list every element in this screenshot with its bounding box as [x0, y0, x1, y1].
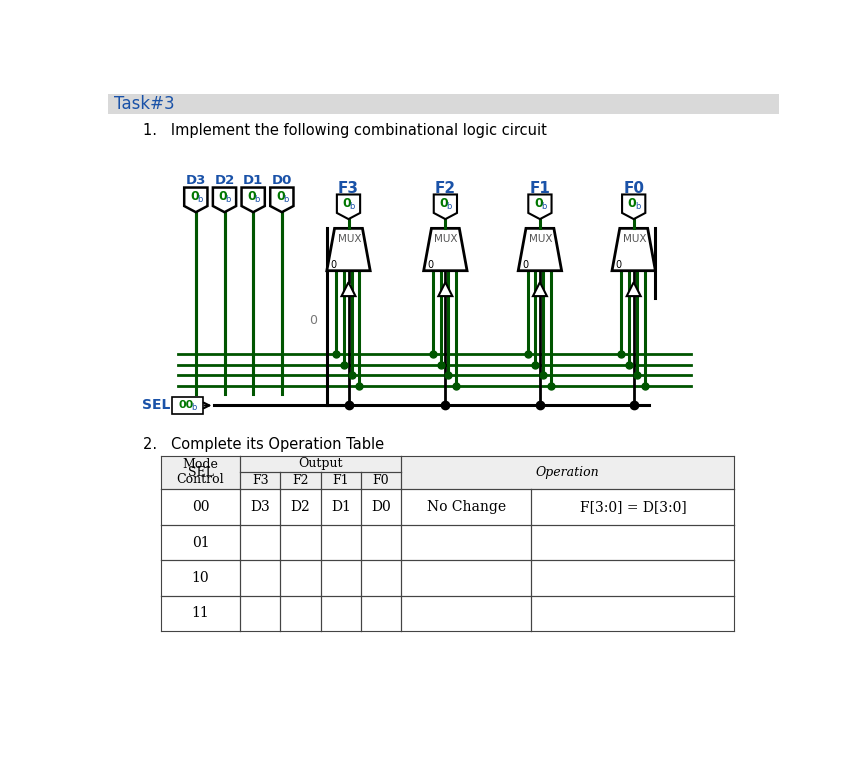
Text: MUX: MUX	[435, 234, 458, 244]
Text: 00: 00	[191, 500, 210, 514]
Text: Output: Output	[299, 457, 343, 470]
Bar	[240, 456, 401, 473]
Polygon shape	[326, 229, 370, 271]
Text: No Change: No Change	[427, 500, 506, 514]
Text: 0: 0	[331, 260, 337, 270]
Text: 00: 00	[178, 400, 193, 410]
Text: 1.   Implement the following combinational logic circuit: 1. Implement the following combinational…	[143, 123, 547, 138]
Text: SEL: SEL	[142, 399, 171, 413]
Text: 0: 0	[428, 260, 434, 270]
Text: F1: F1	[333, 474, 349, 488]
Text: D0: D0	[372, 500, 391, 514]
Text: 01: 01	[191, 536, 210, 549]
Text: 0: 0	[248, 190, 256, 204]
Text: D2: D2	[291, 500, 310, 514]
Polygon shape	[533, 282, 547, 296]
Polygon shape	[337, 194, 360, 219]
Polygon shape	[627, 282, 641, 296]
Text: b: b	[350, 201, 355, 211]
Text: 0: 0	[522, 260, 528, 270]
Text: F1: F1	[529, 181, 551, 196]
Text: 0: 0	[534, 197, 543, 211]
Text: 0: 0	[190, 190, 198, 204]
Polygon shape	[622, 194, 645, 219]
Polygon shape	[213, 187, 236, 212]
Text: F3: F3	[252, 474, 268, 488]
Text: MUX: MUX	[529, 234, 553, 244]
Polygon shape	[528, 194, 552, 219]
Text: D1: D1	[331, 500, 351, 514]
Polygon shape	[438, 282, 452, 296]
Text: F3: F3	[338, 181, 359, 196]
Bar	[281, 473, 320, 489]
Bar	[108, 94, 779, 114]
Text: b: b	[283, 194, 288, 204]
Text: 2.   Complete its Operation Table: 2. Complete its Operation Table	[143, 438, 385, 452]
Text: F0: F0	[372, 474, 390, 488]
Text: F2: F2	[435, 181, 456, 196]
Polygon shape	[242, 187, 265, 212]
Polygon shape	[270, 187, 294, 212]
Text: D3: D3	[250, 500, 270, 514]
Text: b: b	[635, 201, 640, 211]
Text: Mode
Control: Mode Control	[177, 459, 224, 487]
Bar	[161, 456, 240, 489]
Text: 0: 0	[439, 197, 449, 211]
Text: b: b	[447, 201, 452, 211]
Text: 0: 0	[343, 197, 352, 211]
Text: 0: 0	[628, 197, 637, 211]
Text: b: b	[226, 194, 231, 204]
Text: MUX: MUX	[338, 234, 361, 244]
Text: 0: 0	[276, 190, 285, 204]
Bar	[240, 473, 281, 489]
Text: 0: 0	[309, 314, 317, 328]
Bar	[401, 456, 734, 489]
FancyBboxPatch shape	[171, 397, 203, 414]
Text: 0: 0	[218, 190, 227, 204]
Text: F0: F0	[624, 181, 644, 196]
Polygon shape	[423, 229, 467, 271]
Bar	[361, 473, 401, 489]
Text: Operation: Operation	[536, 466, 599, 479]
Text: D0: D0	[272, 174, 292, 187]
Text: D3: D3	[185, 174, 206, 187]
Text: b: b	[197, 194, 203, 204]
Polygon shape	[518, 229, 562, 271]
Text: 0: 0	[616, 260, 622, 270]
Text: SEL: SEL	[188, 466, 213, 479]
Text: 11: 11	[191, 606, 210, 620]
Text: MUX: MUX	[623, 234, 646, 244]
Text: D1: D1	[243, 174, 263, 187]
Polygon shape	[434, 194, 457, 219]
Polygon shape	[612, 229, 656, 271]
Polygon shape	[341, 282, 355, 296]
Polygon shape	[184, 187, 208, 212]
Text: D2: D2	[215, 174, 235, 187]
Text: b: b	[191, 403, 197, 413]
Text: F2: F2	[292, 474, 308, 488]
Text: b: b	[541, 201, 546, 211]
Bar	[320, 473, 361, 489]
Text: 10: 10	[191, 571, 210, 585]
Text: b: b	[255, 194, 260, 204]
Text: F[3:0] = D[3:0]: F[3:0] = D[3:0]	[579, 500, 686, 514]
Text: Task#3: Task#3	[114, 94, 175, 112]
